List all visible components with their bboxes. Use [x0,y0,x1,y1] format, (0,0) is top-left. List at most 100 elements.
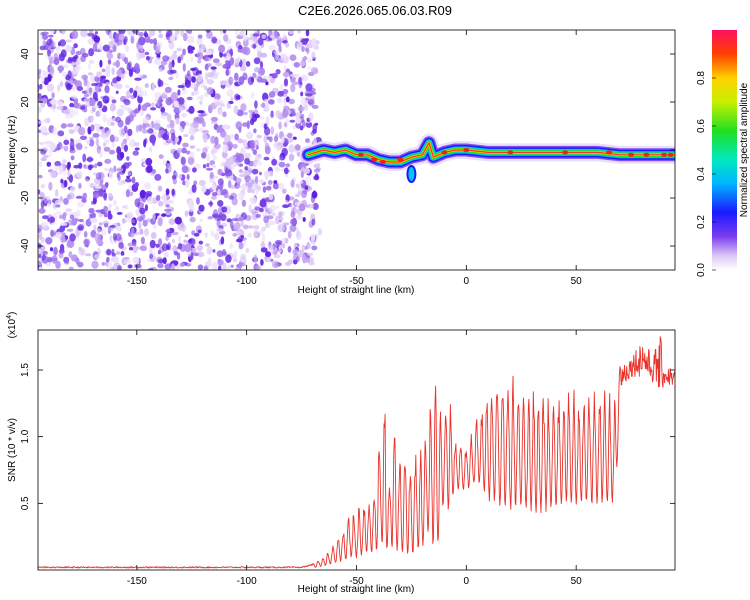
noise-dot [102,95,110,104]
noise-dot [150,232,157,239]
noise-dot [77,224,85,231]
noise-dot [313,168,321,173]
noise-dot [275,215,280,225]
noise-dot [89,115,94,123]
noise-dot [302,217,306,222]
noise-dot [124,204,129,210]
noise-dot [156,194,161,201]
noise-dot [260,247,268,253]
noise-dot [84,117,90,127]
noise-dot [56,210,62,215]
noise-dot [211,36,218,44]
noise-dot [283,100,287,107]
noise-dot [220,181,224,189]
noise-dot [253,128,257,134]
spectrogram-signal-track [299,133,675,183]
noise-dot [254,67,260,73]
noise-dot [198,204,205,212]
signal-peak [379,160,386,164]
noise-dot [57,65,64,72]
noise-dot [139,52,146,59]
noise-dot [307,66,312,70]
noise-dot [44,197,48,204]
noise-dot [205,243,210,247]
noise-dot [165,168,169,174]
noise-dot [168,61,173,71]
noise-dot [138,89,145,98]
noise-dot [290,179,295,188]
noise-dot [138,36,146,46]
noise-dot [183,101,187,107]
noise-dot [111,141,116,148]
noise-dot [297,30,301,34]
noise-dot [66,161,71,171]
noise-dot [263,170,271,178]
noise-dot [119,151,125,159]
noise-dot [38,93,42,99]
noise-dot [46,161,52,167]
noise-dot [122,106,128,111]
noise-dot [127,171,132,176]
noise-dot [268,30,273,36]
noise-dot [55,189,59,197]
noise-dot [73,81,78,85]
snr-y-scale-exponent: 4 [6,315,13,319]
noise-dot [275,69,281,75]
noise-dot [151,102,155,108]
noise-dot [263,156,270,161]
noise-dot [47,202,50,208]
noise-dot [93,123,101,127]
noise-dot [201,152,207,159]
noise-dot [69,233,76,242]
noise-dot [133,142,140,147]
noise-dot [67,70,72,80]
noise-dot [252,43,257,49]
noise-dot [253,254,258,264]
snr-series [38,336,675,569]
noise-dot [317,228,322,236]
noise-dot [126,175,130,179]
noise-dot [125,120,129,126]
noise-dot [157,263,164,269]
noise-dot [178,174,182,180]
noise-dot [230,264,234,268]
noise-dot [187,45,193,53]
noise-dot [153,224,157,230]
noise-dot [227,264,231,270]
noise-dot [97,185,101,190]
noise-dot [42,34,49,40]
noise-dot [193,180,198,186]
noise-dot [180,30,185,37]
noise-dot [62,71,67,78]
noise-dot [158,154,164,160]
noise-dot [45,237,53,245]
noise-dot [127,258,131,264]
noise-dot [203,54,209,62]
noise-dot [132,150,139,156]
noise-dot [154,173,162,181]
noise-dot [298,186,303,193]
noise-dot [311,218,316,226]
noise-dot [221,206,228,213]
noise-dot [128,191,134,197]
noise-dot [298,180,304,184]
noise-dot [128,68,133,77]
noise-dot [193,232,200,237]
noise-dot [188,199,195,209]
noise-dot [107,96,115,100]
noise-dot [247,160,255,167]
noise-dot [57,84,61,92]
noise-dot [135,125,139,133]
noise-dot [137,103,141,112]
noise-dot [234,133,239,141]
noise-dot [308,40,316,48]
noise-dot [238,45,243,50]
noise-dot [67,169,71,177]
noise-dot [261,102,266,108]
noise-dot [265,251,271,258]
noise-dot [308,98,315,107]
noise-dot [210,135,216,144]
noise-dot [38,160,43,168]
noise-dot [197,73,203,83]
